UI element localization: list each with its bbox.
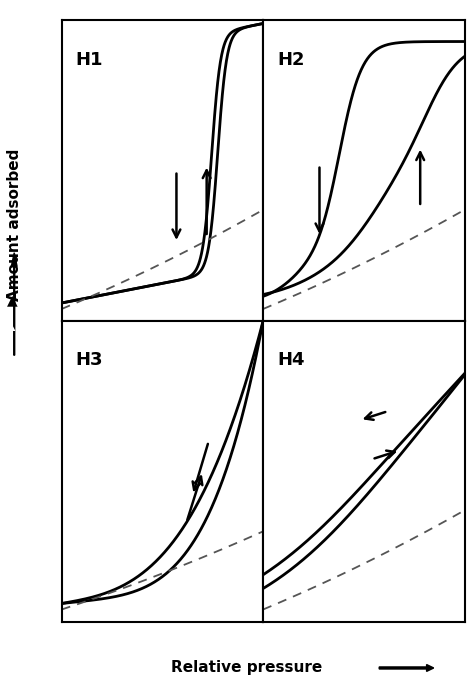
Text: H4: H4 xyxy=(277,351,305,369)
Text: Relative pressure: Relative pressure xyxy=(171,660,322,675)
Text: H2: H2 xyxy=(277,51,305,68)
Text: Amount adsorbed: Amount adsorbed xyxy=(7,148,22,301)
Text: H1: H1 xyxy=(76,51,103,68)
Text: ▲: ▲ xyxy=(7,294,17,307)
Text: ▲: ▲ xyxy=(9,323,15,333)
Text: H3: H3 xyxy=(76,351,103,369)
